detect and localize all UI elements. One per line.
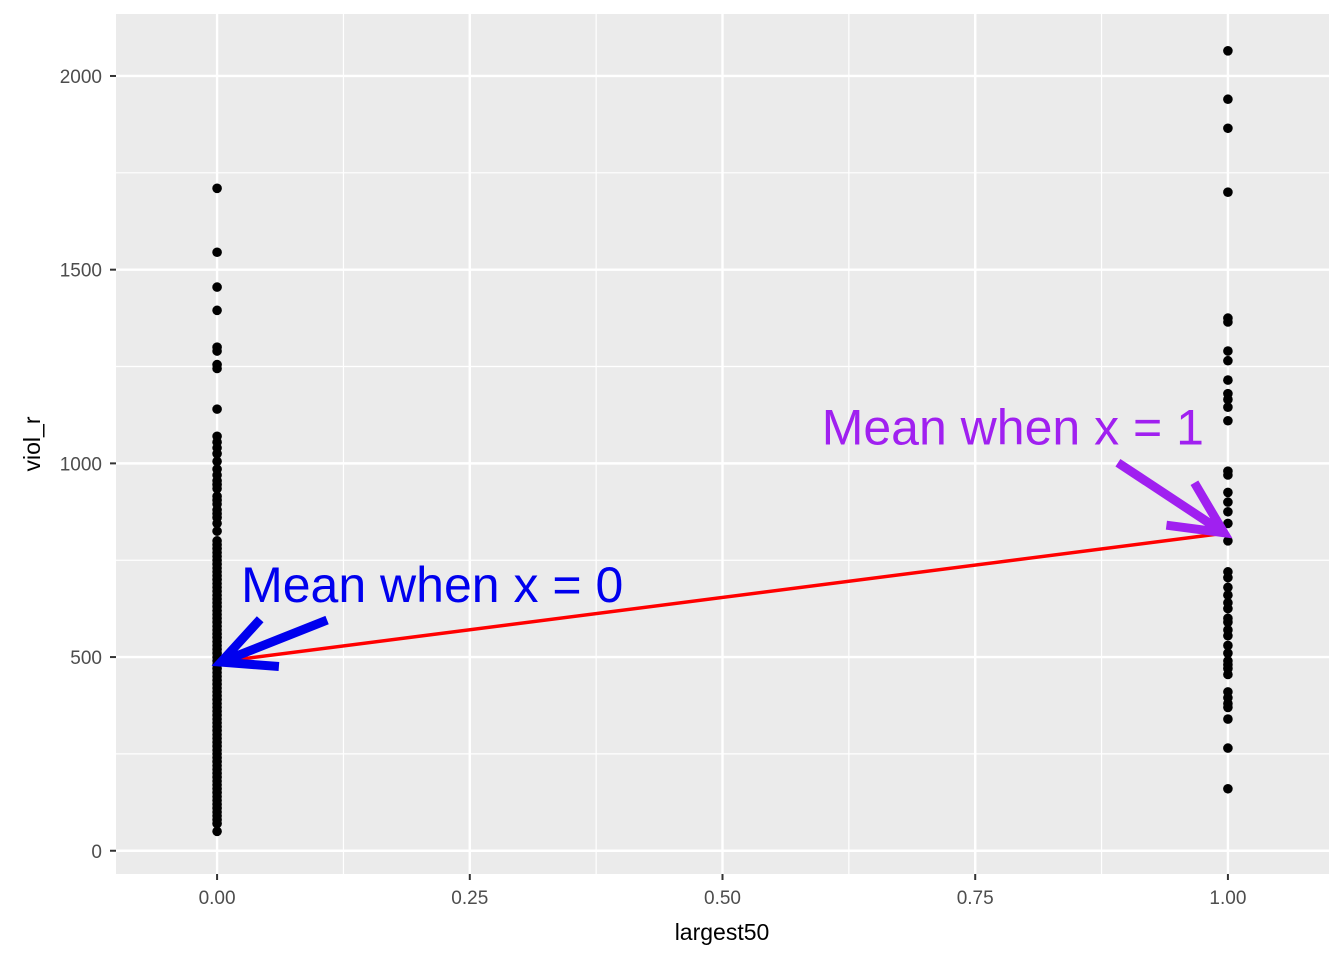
data-point bbox=[1223, 346, 1233, 356]
y-axis: 0 500 1000 1500 2000 bbox=[60, 67, 116, 863]
data-point bbox=[212, 404, 222, 414]
data-point bbox=[1223, 394, 1233, 405]
data-point bbox=[1223, 630, 1233, 641]
data-point bbox=[1223, 617, 1233, 627]
mean-x1-arrow bbox=[1115, 458, 1233, 539]
data-point bbox=[212, 456, 222, 467]
data-point bbox=[1223, 506, 1233, 517]
x-tick-label: 0.50 bbox=[704, 888, 741, 909]
data-point bbox=[212, 818, 222, 829]
data-point bbox=[1223, 603, 1233, 614]
y-axis-title: viol_r bbox=[19, 416, 45, 471]
data-point bbox=[1223, 648, 1233, 658]
x-axis-title: largest50 bbox=[675, 919, 770, 945]
data-point bbox=[1223, 317, 1233, 327]
data-point bbox=[1223, 402, 1233, 412]
x-tick-label: 0.00 bbox=[199, 888, 236, 909]
data-point bbox=[1223, 702, 1233, 713]
data-point bbox=[212, 346, 222, 356]
x-tick-label: 0.75 bbox=[957, 888, 994, 909]
data-point bbox=[212, 363, 222, 374]
data-point bbox=[212, 483, 222, 494]
data-point bbox=[212, 183, 222, 194]
data-point bbox=[1223, 187, 1233, 197]
y-tick-label: 1500 bbox=[60, 261, 102, 282]
y-tick-label: 1000 bbox=[60, 454, 102, 475]
data-point bbox=[1223, 375, 1233, 385]
data-point bbox=[212, 826, 222, 837]
data-point bbox=[1223, 714, 1233, 724]
x-axis: 0.00 0.25 0.50 0.75 1.00 bbox=[199, 874, 1246, 909]
data-point bbox=[1223, 415, 1233, 426]
mean-x1-label: Mean when x = 1 bbox=[822, 400, 1204, 456]
mean-x0-label: Mean when x = 0 bbox=[241, 557, 623, 613]
data-point bbox=[1223, 497, 1233, 507]
data-point bbox=[1223, 743, 1233, 753]
mean-x0-arrow bbox=[211, 615, 329, 672]
y-tick-label: 2000 bbox=[60, 67, 102, 88]
data-point bbox=[1223, 487, 1233, 498]
data-point bbox=[1223, 355, 1233, 366]
data-point bbox=[212, 282, 222, 292]
data-point bbox=[1223, 640, 1233, 651]
data-point bbox=[1223, 536, 1233, 546]
data-point bbox=[212, 448, 222, 459]
data-point bbox=[1223, 46, 1233, 56]
data-point bbox=[1223, 582, 1233, 593]
data-point bbox=[212, 247, 222, 258]
annotations-layer: Mean when x = 0 Mean when x = 1 bbox=[211, 400, 1233, 672]
data-point bbox=[1223, 669, 1233, 680]
y-tick-label: 0 bbox=[91, 842, 102, 863]
y-tick-label: 500 bbox=[70, 648, 102, 669]
fit-line-layer bbox=[216, 530, 1229, 664]
data-point bbox=[1223, 123, 1233, 134]
data-point bbox=[1223, 470, 1233, 480]
x-tick-label: 1.00 bbox=[1209, 888, 1246, 909]
data-point bbox=[212, 526, 222, 536]
data-point bbox=[1223, 590, 1233, 600]
data-point bbox=[212, 305, 222, 316]
data-point bbox=[1223, 518, 1233, 529]
x-tick-label: 0.25 bbox=[451, 888, 488, 909]
data-point bbox=[212, 518, 222, 529]
data-point bbox=[1223, 783, 1233, 794]
fit-line bbox=[216, 530, 1229, 664]
data-point bbox=[1223, 94, 1233, 105]
data-point bbox=[1223, 572, 1233, 583]
